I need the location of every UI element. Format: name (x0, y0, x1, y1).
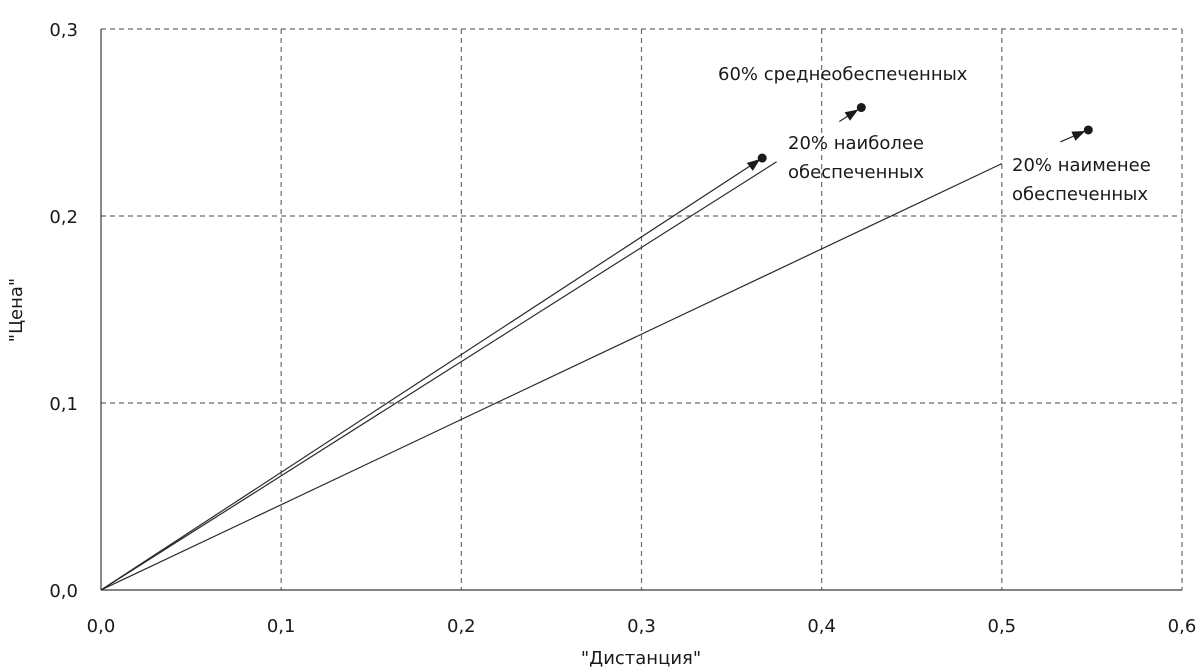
pointer-arrowhead (746, 159, 761, 171)
grid (100, 28, 1183, 591)
y-tick-label: 0,0 (49, 581, 78, 602)
series-line (100, 163, 1003, 591)
x-axis-title: "Дистанция" (581, 648, 701, 669)
y-tick-label: 0,2 (49, 207, 78, 228)
label-60-middle: 60% среднеобеспеченных (718, 64, 968, 85)
x-tick-label: 0,1 (267, 616, 296, 637)
series-marker (1083, 125, 1093, 135)
series-marker (856, 103, 866, 113)
y-tick-label: 0,3 (49, 20, 78, 41)
series-layer (100, 103, 1093, 591)
x-tick-label: 0,5 (988, 616, 1017, 637)
x-tick-label: 0,4 (807, 616, 836, 637)
x-tick-label: 0,6 (1168, 616, 1197, 637)
y-axis-title: "Цена" (6, 278, 27, 342)
pointer-arrowhead (1071, 130, 1086, 141)
x-tick-label: 0,0 (87, 616, 116, 637)
series-marker (757, 153, 767, 163)
pointer-arrowhead (844, 109, 859, 121)
ticks: 0,0 0,1 0,2 0,3 0,4 0,5 0,6 0,0 0,1 0,2 0,3 (49, 20, 1196, 637)
y-tick-label: 0,1 (49, 394, 78, 415)
series-line (100, 157, 763, 591)
series-line (100, 161, 777, 591)
label-20-richest: 20% наиболее обеспеченных (788, 133, 930, 183)
label-20-poorest: 20% наименее обеспеченных (1012, 155, 1157, 205)
x-tick-label: 0,3 (627, 616, 656, 637)
x-tick-label: 0,2 (447, 616, 476, 637)
